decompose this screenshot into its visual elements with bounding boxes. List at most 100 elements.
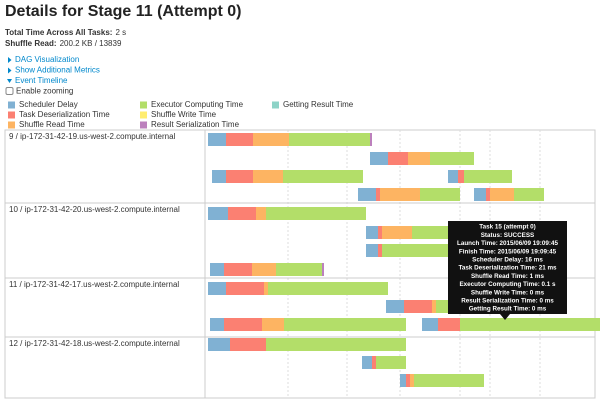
expand-arrow (7, 79, 12, 83)
task-segment (210, 263, 224, 276)
task-segment (268, 282, 388, 295)
task-segment (464, 170, 512, 183)
task-segment (276, 263, 322, 276)
legend-swatch (140, 101, 147, 109)
tooltip-line: Launch Time: 2015/06/09 19:09:45 (457, 240, 559, 247)
tooltip-line: Finish Time: 2015/06/09 19:09:45 (459, 248, 557, 255)
tooltip-line: Task Deserialization Time: 21 ms (458, 265, 557, 272)
task-segment (408, 152, 430, 165)
task-segment (264, 282, 268, 295)
legend-label: Task Deserialization Time (19, 110, 110, 119)
task-segment (226, 133, 253, 146)
legend-swatch (140, 111, 147, 119)
tooltip-box (448, 221, 567, 320)
legend-swatch (8, 121, 15, 129)
task-segment (414, 374, 484, 387)
task-segment (253, 133, 289, 146)
task-segment (406, 374, 410, 387)
task-segment (212, 170, 226, 183)
legend-swatch (272, 101, 279, 109)
task-segment (208, 338, 230, 351)
task-segment (474, 188, 486, 201)
summary-line: Shuffle Read: 200.2 KB / 13839 (5, 39, 122, 48)
tooltip-line: Shuffle Read Time: 1 ms (471, 273, 545, 280)
task-segment (372, 356, 376, 369)
task-segment (386, 300, 404, 313)
link[interactable]: Show Additional Metrics (15, 66, 100, 75)
summary-value: 2 s (115, 28, 126, 37)
executor-label: 12 / ip-172-31-42-18.us-west-2.compute.i… (9, 339, 180, 348)
legend-swatch (140, 121, 147, 129)
task-segment (283, 170, 363, 183)
tooltip-line: Result Serialization Time: 0 ms (461, 297, 554, 304)
legend-label: Getting Result Time (283, 100, 354, 109)
task-segment (404, 300, 432, 313)
executor-label: 10 / ip-172-31-42-20.us-west-2.compute.i… (9, 205, 180, 214)
tooltip-line: Executor Computing Time: 0.1 s (459, 281, 556, 288)
task-segment (376, 356, 406, 369)
legend-swatch (8, 101, 15, 109)
task-segment (289, 133, 370, 146)
legend-label: Shuffle Read Time (19, 120, 85, 129)
summary-label: Total Time Across All Tasks: (5, 28, 112, 37)
task-segment (262, 318, 284, 331)
summary-value: 200.2 KB / 13839 (60, 39, 122, 48)
task-segment (400, 374, 406, 387)
task-segment (490, 188, 514, 201)
task-segment (366, 244, 378, 257)
task-segment (514, 188, 544, 201)
legend-label: Shuffle Write Time (151, 110, 217, 119)
summary-line: Total Time Across All Tasks: 2 s (5, 28, 126, 37)
task-segment (380, 188, 420, 201)
legend-label: Executor Computing Time (151, 100, 244, 109)
task-segment (410, 374, 414, 387)
task-segment (458, 170, 464, 183)
expand-arrow (8, 57, 12, 63)
task-segment (208, 282, 226, 295)
legend-swatch (8, 111, 15, 119)
task-segment (366, 226, 378, 239)
task-segment (370, 152, 388, 165)
task-segment (266, 207, 366, 220)
task-segment (210, 318, 224, 331)
tooltip-line: Scheduler Delay: 16 ms (472, 256, 543, 263)
task-segment (266, 338, 406, 351)
task-segment (382, 244, 452, 257)
executor-label: 11 / ip-172-31-42-17.us-west-2.compute.i… (9, 280, 179, 289)
task-segment (208, 133, 226, 146)
task-segment (224, 263, 252, 276)
task-segment (226, 282, 264, 295)
link[interactable]: Event Timeline (15, 76, 68, 85)
task-segment (420, 188, 460, 201)
checkbox[interactable] (5, 87, 14, 95)
legend-label: Scheduler Delay (19, 100, 78, 109)
summary-label: Shuffle Read: (5, 39, 57, 48)
task-segment (382, 226, 412, 239)
link[interactable]: DAG Visualization (15, 55, 79, 64)
task-segment (370, 133, 372, 146)
tooltip-line: Task 15 (attempt 0) (479, 224, 536, 231)
task-segment (322, 263, 324, 276)
task-segment (253, 170, 283, 183)
task-segment (432, 300, 436, 313)
tooltip-line: Getting Result Time: 0 ms (469, 306, 547, 313)
expand-arrow (8, 67, 12, 74)
page-title: Details for Stage 11 (Attempt 0) (5, 3, 242, 20)
task-segment (448, 170, 458, 183)
task-segment (376, 188, 380, 201)
task-segment (422, 318, 438, 331)
tooltip-line: Status: SUCCESS (481, 232, 535, 239)
task-segment (230, 338, 266, 351)
task-segment (256, 207, 266, 220)
tooltip-line: Shuffle Write Time: 0 ms (471, 289, 545, 296)
task-segment (460, 318, 600, 331)
legend-label: Result Serialization Time (151, 120, 240, 129)
task-segment (378, 226, 382, 239)
task-segment (284, 318, 406, 331)
task-segment (358, 188, 376, 201)
task-segment (252, 263, 276, 276)
task-segment (430, 152, 474, 165)
task-segment (486, 188, 490, 201)
